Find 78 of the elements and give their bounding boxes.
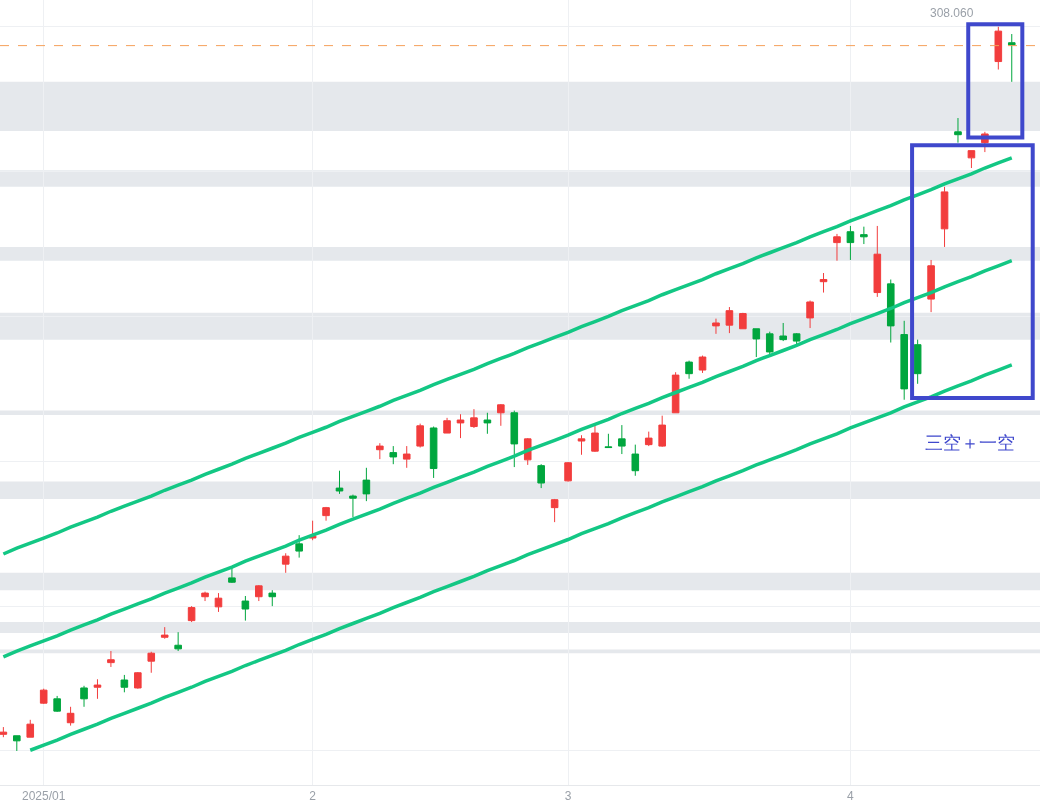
candlestick [268, 589, 277, 607]
candlestick [281, 552, 290, 574]
candlestick [335, 470, 344, 495]
candlestick [389, 445, 398, 465]
candlestick [1007, 33, 1016, 83]
candlestick [685, 360, 693, 380]
candlestick [618, 424, 626, 455]
candlestick [66, 706, 75, 727]
x-tick-label: 3 [564, 789, 572, 804]
candlestick [134, 671, 142, 690]
candlestick [739, 312, 747, 330]
candlestick [39, 688, 48, 705]
candlestick [886, 279, 895, 344]
candlestick [362, 467, 371, 502]
candlestick [187, 605, 196, 623]
candlestick [53, 695, 61, 713]
candlestick [779, 322, 787, 342]
candlestick [712, 318, 720, 335]
candlestick [537, 463, 545, 489]
candlestick [631, 444, 640, 477]
candlestick [577, 434, 586, 456]
candlestick [147, 651, 156, 674]
candlestick [174, 631, 182, 652]
candlestick [483, 412, 492, 435]
candlestick [698, 355, 707, 374]
candlestick [752, 328, 761, 358]
x-tick-label: 4 [847, 789, 855, 804]
candlestick [954, 117, 962, 144]
candlestick [214, 592, 223, 613]
candlestick [456, 413, 465, 439]
candlestick [806, 300, 814, 329]
candlestick [349, 495, 357, 518]
candlestick [443, 417, 451, 434]
candlestick [873, 225, 882, 298]
candlestick [416, 423, 424, 449]
candlestick [510, 410, 519, 468]
candlestick [26, 719, 35, 738]
candlestick [107, 650, 115, 668]
candlestick [671, 371, 680, 414]
candlestick [322, 506, 330, 522]
candlestick [255, 584, 263, 602]
candlestick [833, 233, 841, 262]
candlestick [201, 591, 209, 602]
candlestick [228, 566, 236, 584]
candlestick [160, 626, 169, 638]
candlestick [550, 498, 559, 523]
candlestick [644, 431, 653, 447]
candlestick [927, 259, 935, 313]
candlestick [725, 306, 734, 334]
candlestick [591, 424, 599, 453]
candlestick [93, 678, 102, 700]
candlestick [295, 534, 303, 559]
annotation: 三空＋一空 [925, 433, 1015, 453]
candlestick [80, 685, 88, 708]
candlestick [913, 339, 922, 385]
candlestick [429, 426, 438, 479]
candlestick [470, 408, 478, 429]
candlestick [846, 225, 855, 261]
x-tick-label: 2 [309, 789, 317, 804]
candlestick [402, 445, 411, 469]
candlestick [658, 415, 666, 448]
candlestick [900, 320, 908, 401]
x-tick-label: 2025/01 [22, 789, 66, 804]
candlestick [13, 735, 21, 752]
candlestick [860, 226, 868, 245]
candlestick [376, 442, 384, 460]
candlestick [765, 331, 774, 357]
candlestick [241, 595, 250, 622]
candlestick [604, 433, 613, 449]
candlestick [819, 272, 828, 294]
candlestick [120, 674, 129, 693]
candlestick [940, 186, 949, 248]
candlestick [564, 461, 572, 483]
candlestick [967, 150, 976, 169]
text: 308.060 [930, 6, 974, 20]
candlestick [497, 403, 505, 427]
candlestick [994, 26, 1003, 71]
candlestick [0, 726, 8, 738]
